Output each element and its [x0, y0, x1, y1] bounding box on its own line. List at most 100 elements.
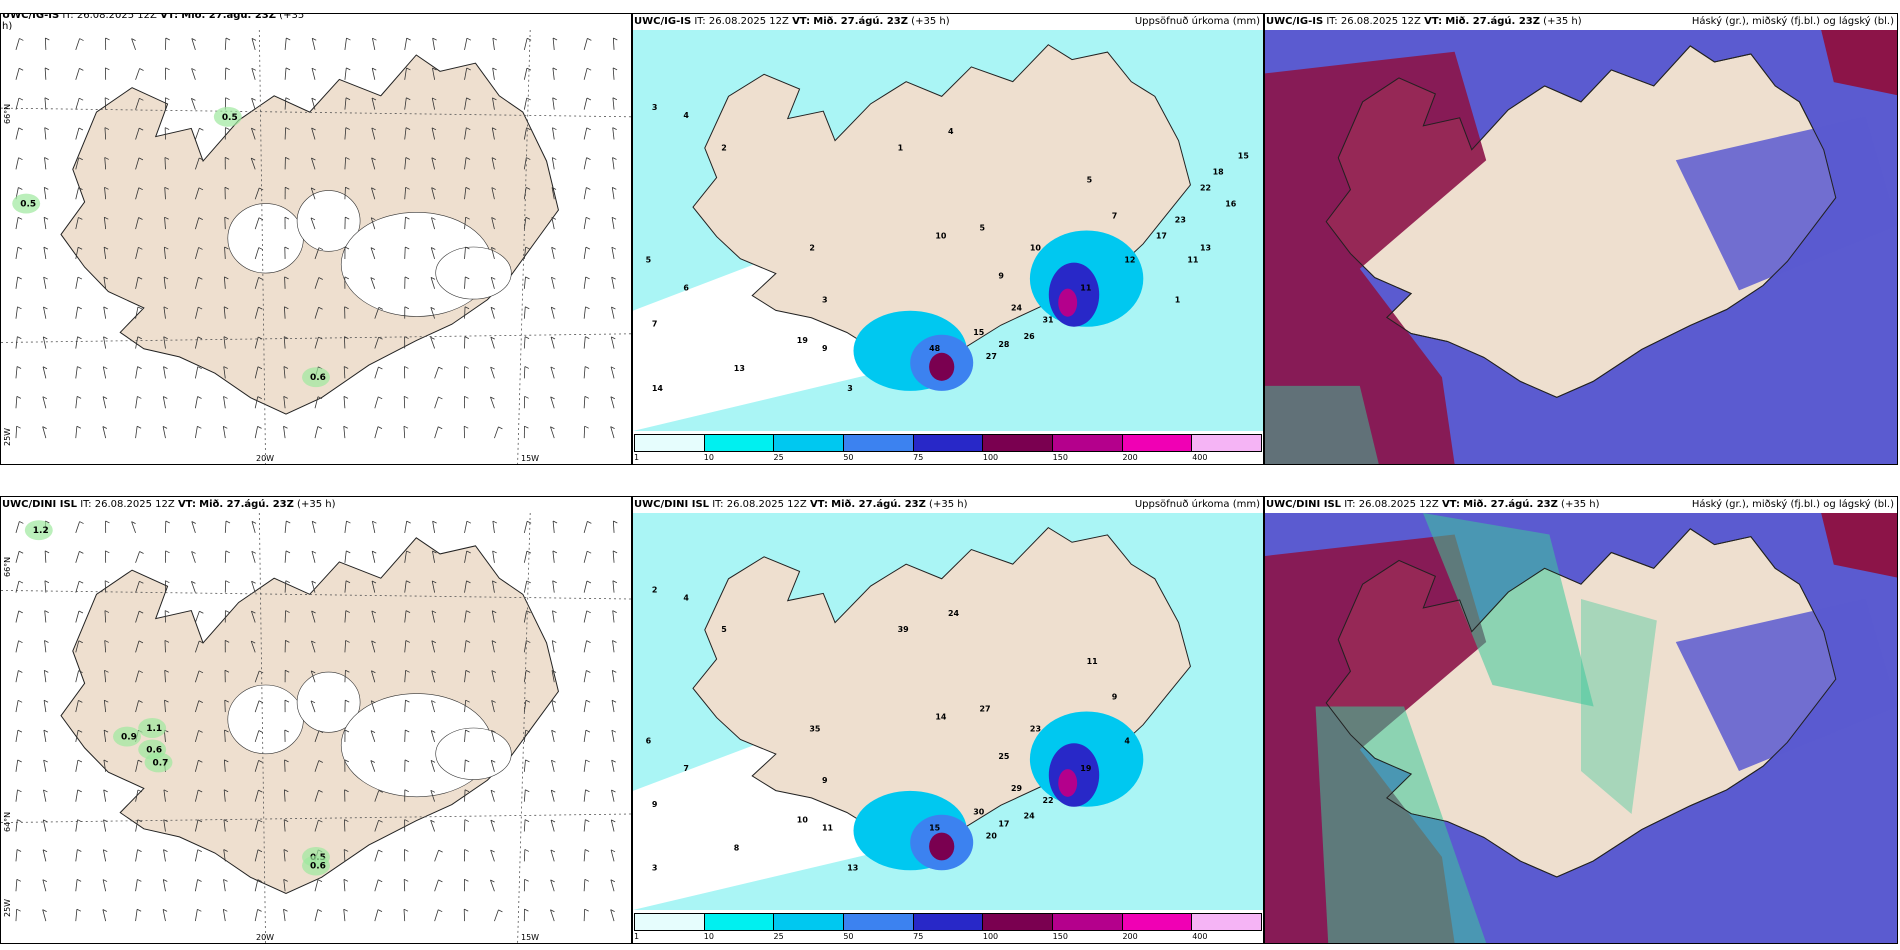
- wind-barb: [344, 67, 347, 80]
- precip-value-label: 28: [998, 340, 1010, 349]
- wind-barb: [103, 789, 107, 802]
- wind-barb: [494, 909, 499, 922]
- wind-barb-flag: [491, 670, 497, 673]
- glacier: [435, 246, 512, 300]
- wind-barb: [464, 670, 467, 683]
- wind-barb: [583, 551, 588, 563]
- wind-barb: [42, 336, 47, 349]
- wind-barb-flag: [225, 157, 230, 160]
- wind-barb-flag: [284, 759, 289, 763]
- wind-barb-flag: [198, 187, 204, 191]
- wind-barb: [44, 640, 47, 653]
- wind-barb-flag: [77, 789, 82, 793]
- wind-barb-flag: [404, 366, 409, 369]
- wind-barb-flag: [346, 67, 351, 71]
- wind-barb-flag: [431, 640, 436, 644]
- wind-barb: [314, 247, 320, 260]
- wind-barb: [44, 580, 47, 593]
- wind-barb-flag: [43, 246, 49, 250]
- wind-barb: [102, 849, 107, 862]
- wind-barb-flag: [43, 306, 48, 310]
- wind-barb-flag: [406, 37, 411, 41]
- wind-barb-flag: [163, 276, 169, 280]
- wind-barb: [464, 157, 467, 170]
- wind-barb: [523, 580, 528, 593]
- precip-value-label: 16: [1225, 199, 1237, 208]
- precip-value-label: 1: [898, 143, 904, 152]
- wind-barb-flag: [251, 67, 256, 71]
- wind-barb: [430, 730, 436, 743]
- wind-barb-flag: [102, 426, 108, 429]
- wind-barb: [43, 670, 47, 683]
- wind-barb-flag: [586, 550, 592, 554]
- wind-barb-flag: [104, 157, 109, 160]
- wind-barb-flag: [165, 580, 170, 584]
- wind-value-label: 0.7: [153, 758, 169, 768]
- wind-barb: [404, 640, 407, 653]
- wind-barb-flag: [585, 336, 590, 339]
- wind-barb-flag: [430, 789, 435, 793]
- wind-barb: [404, 700, 406, 713]
- wind-barb-flag: [491, 157, 497, 160]
- wind-barb-flag: [431, 247, 436, 250]
- wind-barb: [44, 157, 47, 170]
- wind-barb: [523, 819, 526, 832]
- precip-value-label: 3: [847, 384, 853, 393]
- wind-barb-flag: [318, 789, 323, 793]
- wind-barb: [551, 157, 555, 170]
- wind-barb: [610, 879, 615, 892]
- wind-barb-flag: [284, 789, 289, 793]
- wind-value-label: 0.6: [146, 745, 162, 755]
- wind-barb-flag: [371, 580, 377, 584]
- wind-barb-flag: [224, 699, 229, 703]
- wind-barb: [251, 38, 256, 51]
- wind-barb-flag: [492, 97, 497, 101]
- wind-barb: [223, 276, 226, 289]
- wind-barb-flag: [584, 849, 590, 852]
- wind-barb: [223, 849, 226, 862]
- precip-value-label: 3: [652, 863, 658, 872]
- wind-barb: [404, 217, 406, 230]
- wind-barb-flag: [586, 580, 592, 584]
- wind-barb: [224, 729, 226, 742]
- wind-barb: [75, 366, 78, 379]
- wind-barb-flag: [551, 759, 556, 763]
- wind-barb: [523, 670, 527, 683]
- wind-barb-flag: [197, 789, 203, 793]
- wind-barb: [370, 730, 376, 743]
- wind-barb-flag: [251, 521, 257, 524]
- wind-barb-flag: [103, 276, 109, 280]
- wind-barb-flag: [17, 276, 22, 280]
- wind-barb-flag: [466, 580, 471, 584]
- wind-barb: [611, 760, 615, 772]
- wind-barb-flag: [225, 97, 230, 101]
- precip-value-label: 29: [1011, 784, 1023, 793]
- colorbar-swatch: [1192, 434, 1263, 452]
- wind-barb-flag: [611, 216, 617, 220]
- wind-barb-flag: [492, 550, 497, 554]
- wind-barb-flag: [491, 700, 496, 703]
- wind-barb: [254, 187, 260, 200]
- colorbar-swatch: [1192, 913, 1263, 931]
- wind-barb-flag: [404, 336, 409, 339]
- wind-barb-flag: [403, 425, 409, 429]
- wind-barb: [102, 879, 107, 892]
- precip-value-label: 7: [1112, 211, 1118, 220]
- wind-barb: [75, 849, 78, 862]
- wind-barb: [583, 610, 588, 623]
- wind-barb: [464, 580, 467, 593]
- wind-barb-flag: [612, 187, 617, 190]
- mid-cloud: [1265, 534, 1487, 943]
- wind-barb: [135, 247, 139, 260]
- wind-barb-flag: [43, 819, 48, 823]
- wind-barb: [404, 157, 407, 170]
- wind-barb-flag: [492, 520, 498, 524]
- wind-barb-flag: [16, 878, 22, 882]
- wind-barb: [314, 909, 319, 922]
- wind-barb: [374, 337, 379, 349]
- wind-barb-flag: [526, 127, 531, 131]
- wind-barb-flag: [283, 425, 288, 429]
- wind-barb-flag: [491, 759, 496, 763]
- wind-barb: [43, 247, 47, 260]
- wind-value-label: 1.2: [33, 526, 49, 536]
